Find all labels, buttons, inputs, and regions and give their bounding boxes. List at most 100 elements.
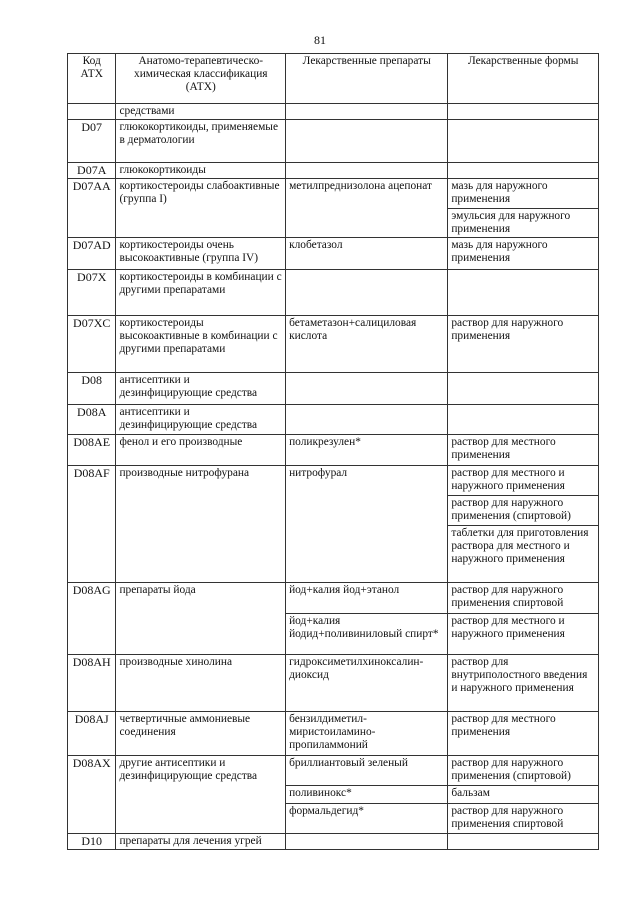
table-row: D08AG препараты йода йод+калия йод+этанол р… [66,582,599,655]
atc-code: D08AJ [66,711,117,756]
drug-name: поликрезулен* [285,434,449,466]
drug-name: метилпреднизолона ацепонат [285,178,449,238]
dosage-form: таблетки для приготовления раствора для … [447,525,599,583]
atc-classification: глюкокортикоиды [115,162,287,179]
atc-code: D07 [66,119,117,163]
drug-cell [285,372,449,405]
drug-cell [285,833,449,850]
table-row: D07A глюкокортикоиды [66,162,599,179]
dosage-form: раствор для наружного применения спиртов… [447,582,599,614]
table-row: D08AX другие антисептики и дезинфицирующи… [66,755,599,834]
dosage-form: раствор для внутриполостного введения и … [447,654,599,712]
atc-classification: антисептики и дезинфицирующие средства [115,404,287,435]
atc-classification: производные нитрофурана [115,465,287,583]
atc-drug-table: Код АТХ Анатомо-терапевтическо-химическа… [66,53,599,850]
table-row: йод+калия йодид+поливиниловый спирт* раст… [68,613,599,655]
form-cell [447,269,599,316]
atc-classification: производные хинолина [115,654,287,712]
atc-code: D10 [66,833,117,850]
dosage-form: бальзам [447,785,599,804]
table-row: D10 препараты для лечения угрей [66,833,599,850]
table-row: таблетки для приготовления раствора для … [68,525,599,583]
atc-code: D08AE [66,434,117,466]
table-row: D07AD кортикостероиды очень высокоактивны… [66,237,599,270]
atc-classification: четвертичные аммониевые соединения [115,711,287,756]
drug-cell [285,269,449,316]
header-code: Код АТХ [66,53,117,104]
header-forms: Лекарственные формы [447,53,599,104]
table-row: D08A антисептики и дезинфицирующие средст… [66,404,599,435]
dosage-form: раствор для местного и наружного примене… [447,465,599,496]
drug-name: йод+калия йодид+поливиниловый спирт* [285,613,449,655]
table-row: D07X кортикостероиды в комбинации с други… [66,269,599,316]
table-row: D08AF производные нитрофурана нитрофурал ра… [66,465,599,583]
atc-code: D08A [66,404,117,435]
atc-classification: кортикостероиды очень высокоактивные (гр… [115,237,287,270]
drug-name: клобетазол [285,237,449,270]
header-drugs: Лекарственные препараты [285,53,449,104]
drug-name: йод+калия йод+этанол [285,582,449,614]
header-classification: Анатомо-терапевтическо-химическая класси… [115,53,287,104]
atc-code: D07XC [66,315,117,373]
table-row: средствами [66,103,599,120]
form-cell [447,404,599,435]
atc-classification: препараты для лечения угрей [115,833,287,850]
table-header-row: Код АТХ Анатомо-терапевтическо-химическа… [66,53,599,104]
atc-code: D08AG [66,582,117,655]
table-row: D08AE фенол и его производные поликрезулен… [66,434,599,466]
table-row: D08 антисептики и дезинфицирующие средств… [66,372,599,405]
atc-code: D08 [66,372,117,405]
dosage-form: раствор для наружного применения (спирто… [447,495,599,526]
drug-name: бриллиантовый зеленый [285,755,449,786]
table-row: D07AA кортикостероиды слабоактивные (груп… [66,178,599,238]
drug-cell [285,103,449,120]
drug-name: нитрофурал [285,465,449,583]
dosage-form: раствор для наружного применения (спирто… [447,755,599,786]
atc-classification: кортикостероиды высокоактивные в комбина… [115,315,287,373]
atc-classification: фенол и его производные [115,434,287,466]
atc-code: D07A [66,162,117,179]
atc-classification: глюкокортикоиды, применяемые в дерматоло… [115,119,287,163]
dosage-form: эмульсия для наружного применения [447,208,599,238]
table-row: D08AJ четвертичные аммониевые соединения б… [66,711,599,756]
drug-cell [285,119,449,163]
form-cell [447,372,599,405]
atc-classification: другие антисептики и дезинфицирующие сре… [115,755,287,834]
dosage-form: мазь для наружного применения [447,237,599,270]
table-row: эмульсия для наружного применения [68,208,599,238]
drug-cell [285,404,449,435]
atc-classification: кортикостероиды в комбинации с другими п… [115,269,287,316]
drug-name: бензилдиметил-миристоиламино-пропиламмон… [285,711,449,756]
atc-code: D07X [66,269,117,316]
atc-classification: кортикостероиды слабоактивные (группа I) [115,178,287,238]
dosage-form: мазь для наружного применения [447,178,599,209]
atc-code: D08AF [66,465,117,583]
atc-code [66,103,117,120]
atc-code: D07AD [66,237,117,270]
drug-name: бетаметазон+салициловая кислота [285,315,449,373]
drug-name: гидроксиметилхиноксалин-диоксид [285,654,449,712]
form-cell [447,833,599,850]
drug-name: формальдегид* [285,803,449,834]
dosage-form: раствор для местного применения [447,711,599,756]
atc-classification: средствами [115,103,287,120]
form-cell [447,103,599,120]
atc-code: D08AH [66,654,117,712]
table-row: D08AH производные хинолина гидроксиметилхи… [66,654,599,712]
table-row: формальдегид* раствор для наружного приме… [68,803,599,834]
table-row: раствор для наружного применения (спирто… [68,495,599,526]
form-cell [447,162,599,179]
drug-name: поливинокс* [285,785,449,804]
page-number: 81 [314,33,326,47]
dosage-form: раствор для наружного применения спиртов… [447,803,599,834]
table-row: D07XC кортикостероиды высокоактивные в ко… [66,315,599,373]
atc-classification: препараты йода [115,582,287,655]
atc-classification: антисептики и дезинфицирующие средства [115,372,287,405]
dosage-form: раствор для наружного применения [447,315,599,373]
table-body: средствами D07 глюкокортикоиды, применяемы… [66,103,599,850]
drug-cell [285,162,449,179]
atc-code: D07AA [66,178,117,238]
dosage-form: раствор для местного применения [447,434,599,466]
form-cell [447,119,599,163]
atc-code: D08AX [66,755,117,834]
